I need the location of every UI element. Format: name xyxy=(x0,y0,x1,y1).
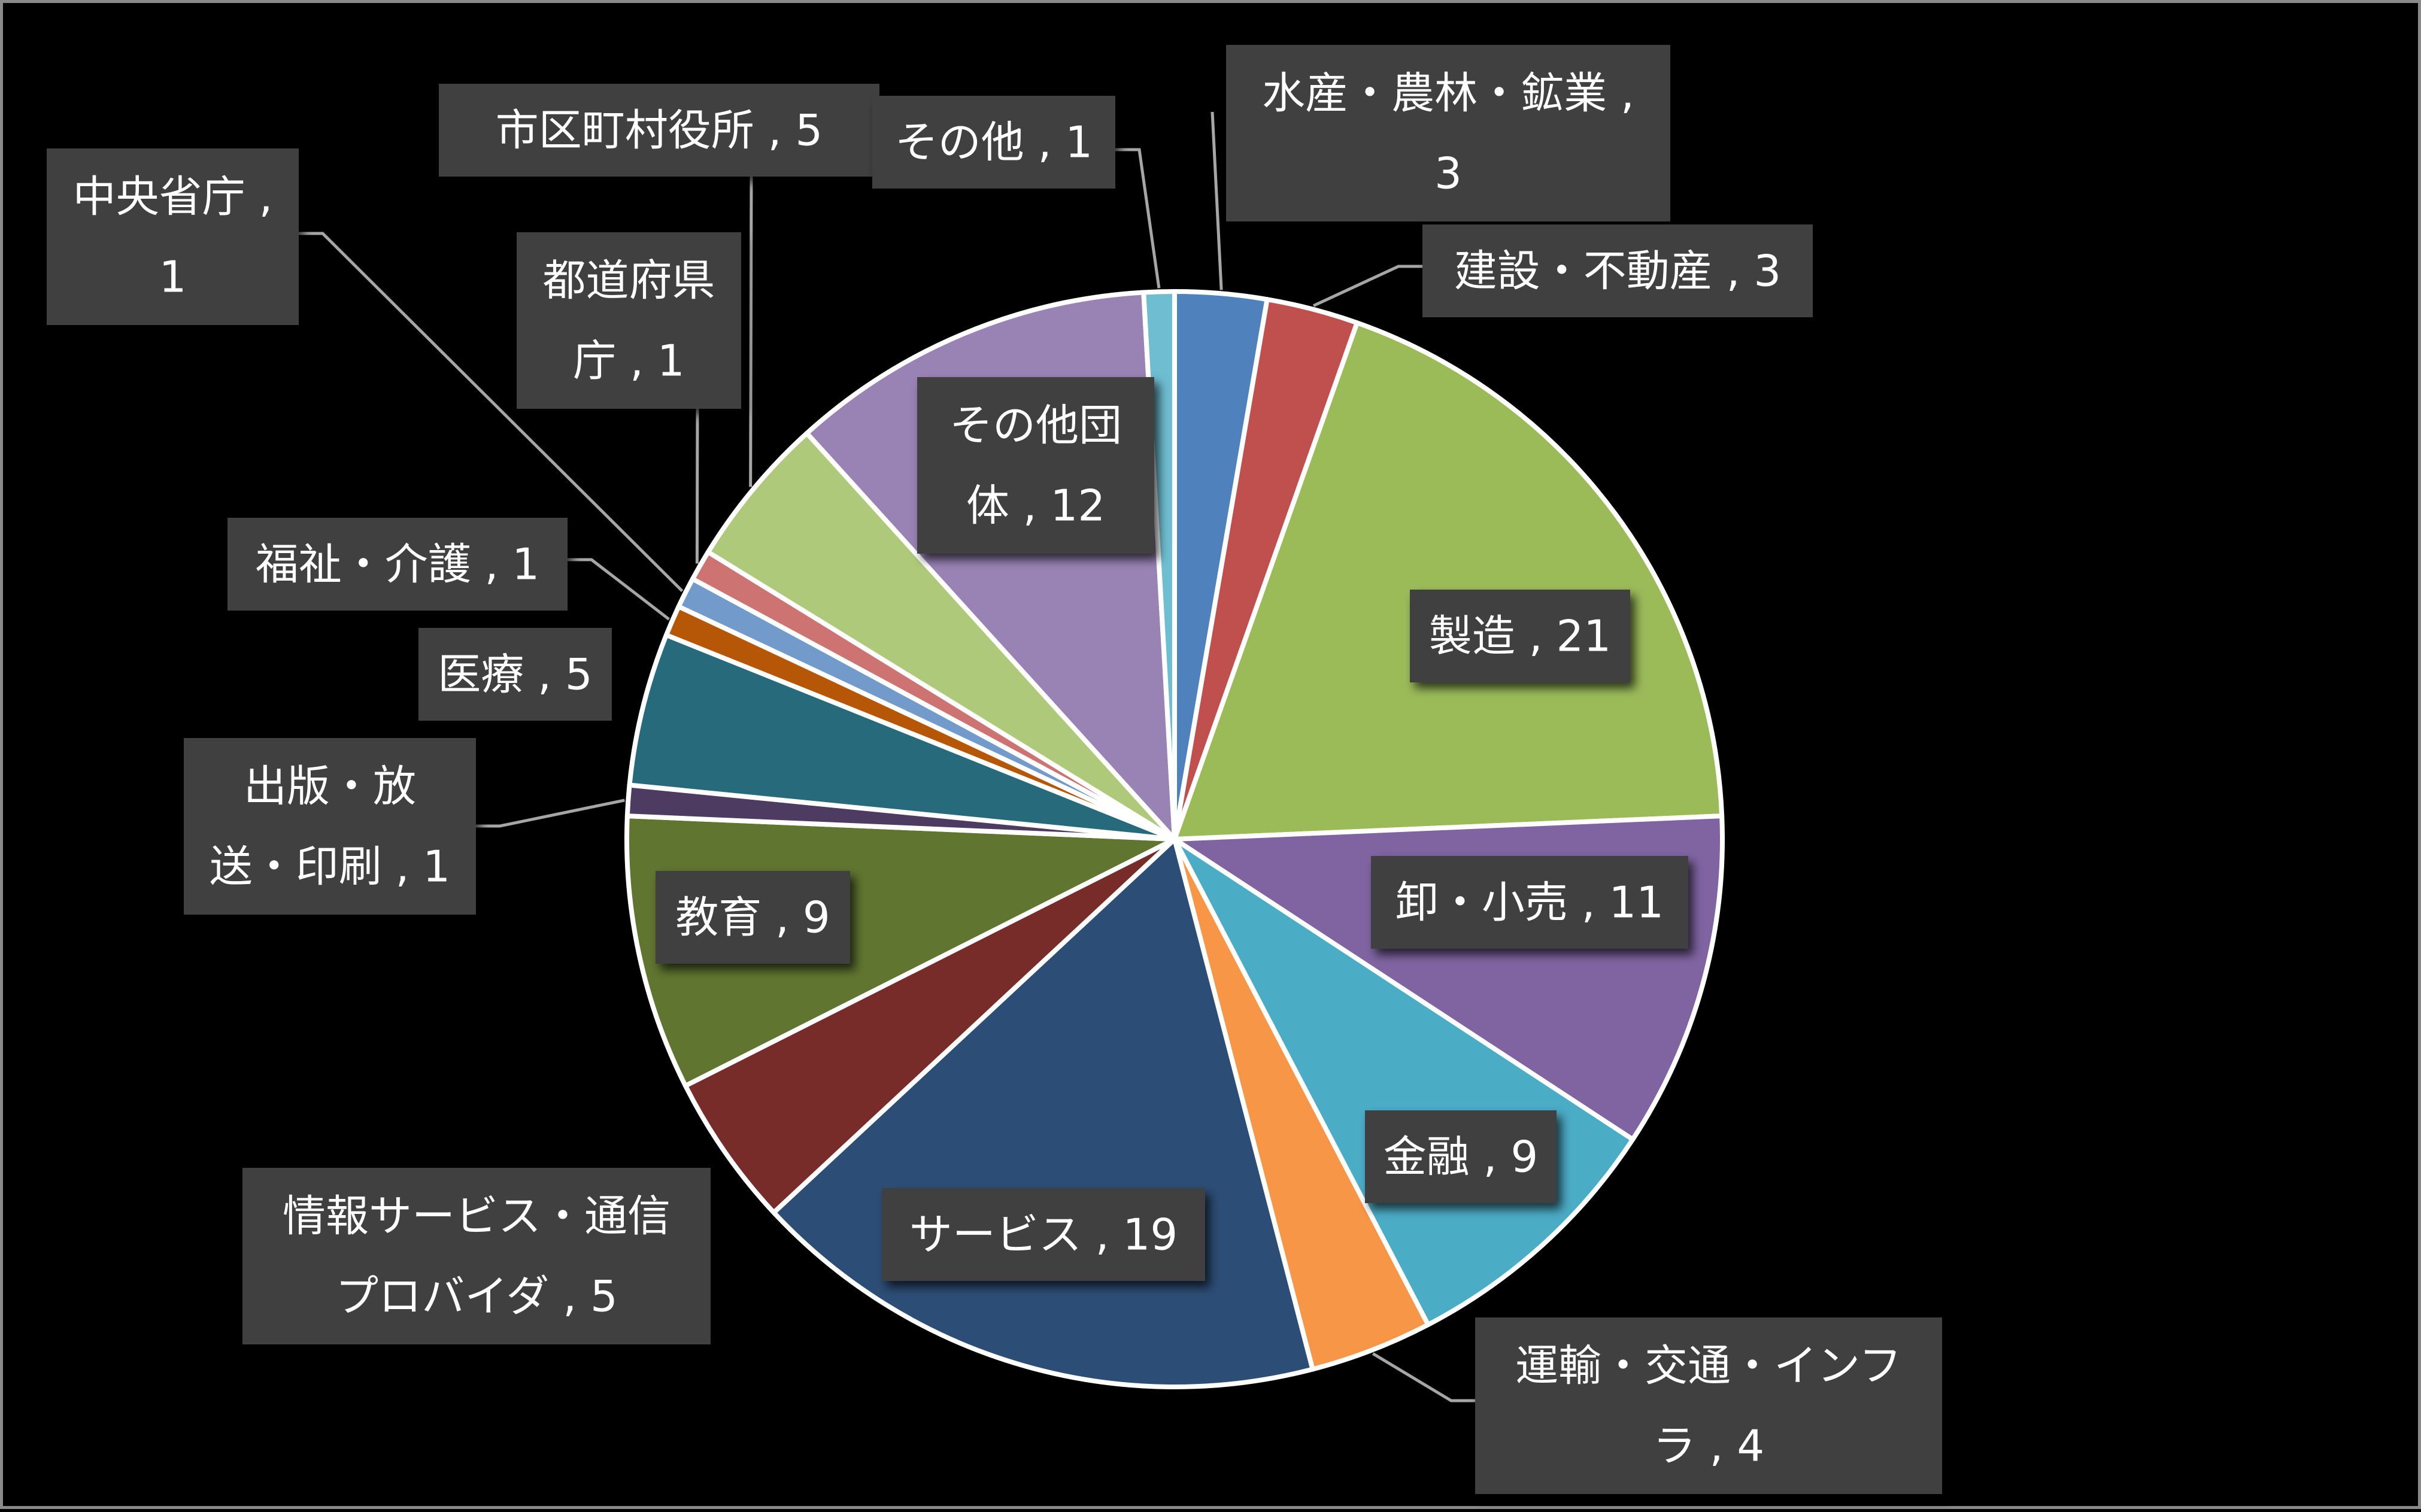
data-label-box xyxy=(1422,224,1813,317)
data-label-box xyxy=(47,148,299,325)
data-label-7: サービス , 19 xyxy=(882,1188,1205,1281)
data-label-text: ラ , 4 xyxy=(1653,1421,1764,1471)
data-label-box xyxy=(656,871,850,964)
data-label-text: 市区町村役所 , 5 xyxy=(496,105,823,156)
data-label-box xyxy=(1226,45,1670,221)
data-label-text: 中央省庁 , xyxy=(73,172,273,222)
data-label-text: 庁 , 1 xyxy=(573,336,684,386)
leader-line-10 xyxy=(476,798,625,828)
data-label-text: プロバイダ , 5 xyxy=(335,1271,618,1322)
data-label-text: 水産・農林・鉱業 , xyxy=(1262,68,1634,119)
slice-3 xyxy=(1172,320,1725,842)
data-label-10: 出版・放送・印刷 , 1 xyxy=(184,738,476,915)
pie-chart: 水産・農林・鉱業 , 3 建設・不動産 , 3 製造 , 21 卸・小売 , 11 金融 … xyxy=(47,45,1942,1494)
slice-15 xyxy=(705,430,1177,842)
data-label-text: 福祉・介護 , 1 xyxy=(256,539,539,590)
data-label-box xyxy=(917,377,1154,554)
data-label-12: 福祉・介護 , 1 xyxy=(227,518,568,611)
data-label-text: その他 , 1 xyxy=(895,117,1093,168)
data-label-15: 市区町村役所 , 5 xyxy=(439,84,879,177)
data-label-box xyxy=(517,232,741,409)
data-label-text: 1 xyxy=(159,252,187,302)
data-label-3: 製造 , 21 xyxy=(1410,590,1630,682)
data-label-box xyxy=(184,738,476,915)
leader-line-13 xyxy=(299,232,684,593)
data-label-text: 情報サービス・通信 xyxy=(283,1191,671,1241)
data-label-9: 教育 , 9 xyxy=(656,871,850,964)
data-label-box xyxy=(1475,1317,1942,1494)
data-label-box xyxy=(439,84,879,177)
data-label-box xyxy=(1365,1110,1557,1203)
leader-line-2 xyxy=(1313,265,1422,307)
data-label-text: 運輸・交通・インフ xyxy=(1515,1341,1902,1391)
data-labels: 水産・農林・鉱業 , 3 建設・不動産 , 3 製造 , 21 卸・小売 , 11 金融 … xyxy=(47,45,1942,1494)
leader-line-6 xyxy=(1372,1352,1475,1402)
leader-lines xyxy=(299,111,1475,1402)
leader-line-17 xyxy=(1115,148,1161,289)
data-label-text: 建設・不動産 , 3 xyxy=(1454,246,1781,296)
data-label-box xyxy=(418,628,612,721)
slice-11 xyxy=(627,632,1177,842)
data-label-5: 金融 , 9 xyxy=(1365,1110,1557,1203)
slice-8 xyxy=(682,837,1177,1215)
leader-line-12 xyxy=(568,558,670,621)
data-label-box xyxy=(227,518,568,611)
slice-6 xyxy=(1172,837,1431,1372)
data-label-text: サービス , 19 xyxy=(909,1210,1178,1260)
data-label-text: 送・印刷 , 1 xyxy=(210,842,450,892)
slice-5 xyxy=(1172,837,1636,1328)
data-label-1: 水産・農林・鉱業 , 3 xyxy=(1226,45,1670,221)
data-label-2: 建設・不動産 , 3 xyxy=(1422,224,1813,317)
data-label-17: その他 , 1 xyxy=(872,96,1115,189)
data-label-text: 製造 , 21 xyxy=(1429,611,1611,661)
data-label-text: 金融 , 9 xyxy=(1384,1132,1538,1182)
data-label-box xyxy=(1410,590,1630,682)
data-label-text: 都道府県 xyxy=(542,256,715,306)
data-label-box xyxy=(242,1168,711,1344)
data-label-text: 教育 , 9 xyxy=(675,892,830,943)
leader-line-1 xyxy=(1210,111,1223,290)
data-label-box xyxy=(1371,856,1688,949)
data-label-13: 中央省庁 , 1 xyxy=(47,148,299,325)
data-label-text: 3 xyxy=(1434,148,1462,199)
data-label-text: その他団 xyxy=(949,400,1122,451)
data-label-text: 出版・放 xyxy=(244,761,416,812)
data-label-text: 体 , 12 xyxy=(966,481,1105,531)
data-label-box xyxy=(872,96,1115,189)
data-label-text: 医療 , 5 xyxy=(438,649,592,700)
data-label-box xyxy=(882,1188,1205,1281)
data-label-text: 卸・小売 , 11 xyxy=(1395,878,1664,928)
data-label-11: 医療 , 5 xyxy=(418,628,612,721)
data-label-4: 卸・小売 , 11 xyxy=(1371,856,1688,949)
